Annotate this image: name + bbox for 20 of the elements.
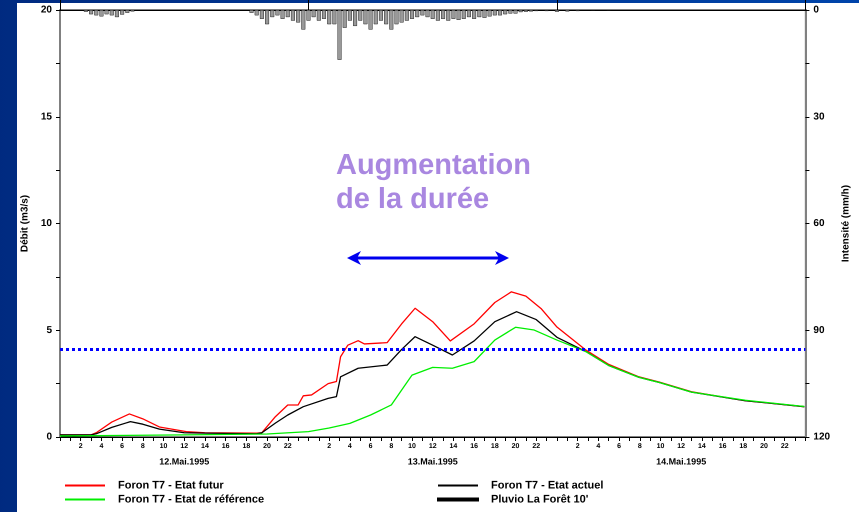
y-tick-label: 15 bbox=[40, 111, 52, 122]
y2-tick-label: 60 bbox=[813, 218, 825, 229]
x2-tick-label: 13.Mai.1995 bbox=[408, 456, 458, 466]
y2-tick-label: 0 bbox=[813, 4, 820, 16]
y-axis-title: Débit (m3/s) bbox=[19, 194, 30, 252]
y-tick-label: 0 bbox=[46, 432, 52, 442]
y2-axis-title: Intensité (mm/h) bbox=[840, 184, 852, 262]
legend-label: Foron T7 - Etat futur bbox=[118, 480, 224, 492]
x2-tick-label: 12.Mai.1995 bbox=[159, 456, 210, 466]
annotation: Augmentation de la durée bbox=[336, 148, 531, 216]
y-tick-label: 20 bbox=[40, 4, 52, 16]
y2-tick-label: 90 bbox=[813, 324, 825, 336]
legend-label: Foron T7 - Etat actuel bbox=[491, 480, 604, 492]
x2-tick-label: 14.Mai.1995 bbox=[656, 456, 706, 466]
y-tick-label: 5 bbox=[46, 324, 52, 336]
y2-tick-label: 30 bbox=[813, 111, 825, 122]
legend-label: Foron T7 - Etat de référence bbox=[118, 494, 264, 506]
legend-label: Pluvio La Forêt 10' bbox=[491, 494, 589, 506]
y-tick-label: 10 bbox=[40, 218, 52, 229]
y2-tick-label: 120 bbox=[813, 432, 831, 442]
